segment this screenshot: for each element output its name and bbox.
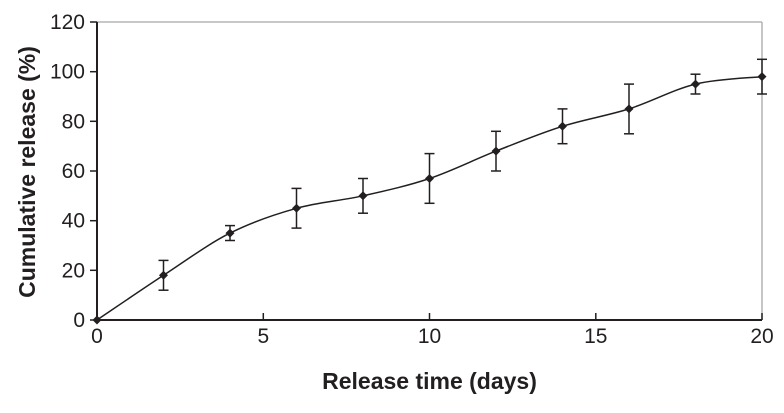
data-point-marker — [92, 315, 102, 325]
data-point-marker — [425, 174, 434, 183]
x-axis-title: Release time (days) — [322, 368, 537, 394]
x-tick-label: 0 — [91, 325, 103, 348]
y-tick-label: 100 — [50, 61, 85, 84]
y-axis-title: Cumulative release (%) — [14, 46, 40, 298]
y-tick-label: 40 — [62, 210, 85, 233]
y-tick-label: 120 — [50, 11, 85, 34]
x-tick-label: 20 — [750, 325, 773, 348]
data-point-marker — [757, 72, 767, 82]
data-point-marker — [691, 79, 700, 89]
data-point-marker — [292, 203, 301, 213]
y-tick-label: 0 — [73, 309, 85, 332]
y-tick-label: 20 — [62, 259, 85, 282]
data-point-marker — [159, 270, 168, 280]
data-point-marker — [624, 104, 634, 114]
data-point-marker — [491, 146, 501, 156]
x-tick-label: 10 — [418, 325, 441, 348]
data-point-marker — [225, 228, 235, 238]
data-point-marker — [558, 121, 567, 131]
y-tick-label: 60 — [62, 160, 85, 183]
y-tick-label: 80 — [62, 110, 85, 133]
x-tick-label: 15 — [584, 325, 607, 348]
data-point-marker — [358, 191, 368, 201]
x-tick-label: 5 — [257, 325, 269, 348]
